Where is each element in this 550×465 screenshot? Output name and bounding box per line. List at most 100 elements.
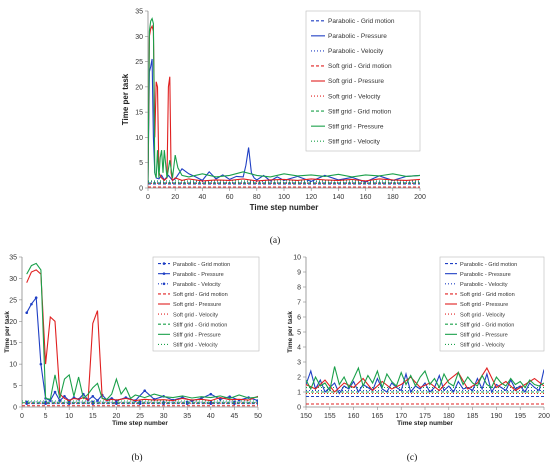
series-point-1 <box>30 302 33 306</box>
legend-label-1: Parabolic - Pressure <box>173 272 224 278</box>
y-tick-label: 30 <box>135 34 143 41</box>
x-tick-label: 200 <box>414 194 426 201</box>
x-tick-label: 160 <box>348 413 360 420</box>
y-axis-label: Time per task <box>4 311 11 353</box>
legend-label-7: Stiff grid - Pressure <box>173 333 221 339</box>
legend: Parabolic - Grid motion Parabolic - Press… <box>152 256 260 352</box>
series-point-1 <box>49 399 52 402</box>
y-tick-label: 3 <box>297 360 301 367</box>
legend-label-3: Soft grid - Grid motion <box>173 292 228 298</box>
series-point-1 <box>209 392 213 396</box>
series-group <box>306 366 544 405</box>
legend-label-4: Soft grid - Pressure <box>460 302 508 308</box>
legend-label-2: Parabolic - Velocity <box>328 48 384 55</box>
series-point-1 <box>58 399 62 402</box>
legend: Parabolic - Grid motion Parabolic - Press… <box>439 256 545 352</box>
y-tick-label: 5 <box>139 160 143 167</box>
x-tick-label: 120 <box>305 194 317 201</box>
series-point-1 <box>91 394 95 398</box>
y-tick-label: 7 <box>297 300 301 307</box>
legend-label-6: Stiff grid - Grid motion <box>460 322 514 328</box>
chart-panel-b: 0 5 10 15 20 25 30 35 0 5 10 15 20 25 30 35 40 45 50 Time s… <box>4 255 262 428</box>
series-group <box>148 17 420 188</box>
x-tick-label: 5 <box>44 413 48 420</box>
legend-label-8: Stiff grid - Velocity <box>460 343 505 349</box>
x-tick-label: 100 <box>278 194 290 201</box>
y-tick-label: 10 <box>135 135 143 142</box>
series-line-2 <box>148 181 420 183</box>
x-tick-label: 200 <box>538 413 550 420</box>
series-point-1 <box>25 311 29 315</box>
legend-marker-2 <box>162 282 166 286</box>
x-tick-label: 0 <box>146 194 150 201</box>
x-tick-label: 165 <box>372 413 384 420</box>
legend-box <box>152 256 260 352</box>
x-tick-label: 175 <box>419 413 431 420</box>
legend: Parabolic - Grid motion Parabolic - Press… <box>305 10 421 152</box>
x-tick-label: 195 <box>514 413 526 420</box>
y-tick-label: 2 <box>297 375 301 382</box>
legend-label-0: Parabolic - Grid motion <box>460 262 517 268</box>
legend-label-3: Soft grid - Grid motion <box>328 63 392 70</box>
legend-label-6: Stiff grid - Grid motion <box>173 322 227 328</box>
series-line-1 <box>306 369 544 395</box>
legend-box <box>439 256 545 352</box>
legend-label-7: Stiff grid - Pressure <box>328 123 384 130</box>
y-tick-label: 15 <box>135 110 143 117</box>
legend-label-3: Soft grid - Grid motion <box>460 292 515 298</box>
series-point-1 <box>34 296 38 300</box>
x-tick-label: 45 <box>231 413 239 420</box>
x-tick-label: 155 <box>324 413 336 420</box>
legend-label-7: Stiff grid - Pressure <box>460 333 508 339</box>
x-tick-label: 180 <box>387 194 399 201</box>
series-line-7 <box>26 262 258 400</box>
chart-panel-c: 0 1 2 3 4 5 6 7 8 9 10 150 155 160 165 170 175 180 185 190 1… <box>287 255 550 428</box>
y-tick-label: 5 <box>13 383 17 390</box>
y-tick-label: 0 <box>139 186 143 193</box>
series-point-1 <box>218 397 222 401</box>
series-point-1 <box>228 395 231 399</box>
x-tick-label: 80 <box>253 194 261 201</box>
y-tick-label: 30 <box>9 276 17 283</box>
legend-label-4: Soft grid - Pressure <box>328 78 384 85</box>
legend-label-0: Parabolic - Grid motion <box>328 18 395 25</box>
y-tick-label: 0 <box>297 405 301 412</box>
series-group <box>22 262 258 407</box>
y-tick-label: 15 <box>9 340 17 347</box>
y-tick-label: 6 <box>297 315 301 322</box>
x-tick-label: 20 <box>171 194 179 201</box>
x-tick-label: 10 <box>65 413 73 420</box>
legend-label-8: Stiff grid - Velocity <box>173 343 218 349</box>
series-point-1 <box>63 394 66 398</box>
legend-label-5: Soft grid - Velocity <box>460 312 505 318</box>
x-tick-label: 140 <box>333 194 345 201</box>
x-tick-label: 30 <box>160 413 168 420</box>
series-line-4 <box>306 366 544 393</box>
legend-label-5: Soft grid - Velocity <box>173 312 218 318</box>
y-tick-label: 20 <box>9 319 17 326</box>
x-tick-label: 160 <box>360 194 372 201</box>
series-point-1 <box>39 362 43 366</box>
legend-marker-1 <box>162 272 166 275</box>
legend-label-5: Soft grid - Velocity <box>328 93 381 100</box>
x-tick-label: 185 <box>467 413 479 420</box>
x-tick-label: 40 <box>199 194 207 201</box>
series-point-1 <box>53 390 57 394</box>
y-tick-label: 25 <box>9 297 17 304</box>
x-tick-label: 25 <box>136 413 144 420</box>
chart-panel-a: 0 5 10 15 20 25 30 35 0 20 40 60 80 100 120 140 160 180 20… <box>121 9 426 213</box>
caption-b: (b) <box>131 452 142 463</box>
y-tick-label: 9 <box>297 270 301 277</box>
legend-label-4: Soft grid - Pressure <box>173 302 221 308</box>
series-line-7 <box>148 17 420 181</box>
y-tick-label: 4 <box>297 345 301 352</box>
series-point-1 <box>96 399 99 402</box>
y-tick-label: 5 <box>297 330 301 337</box>
y-tick-label: 0 <box>13 405 17 412</box>
caption-c: (c) <box>407 452 418 463</box>
legend-label-8: Stiff grid - Velocity <box>328 138 381 145</box>
legend-label-6: Stiff grid - Grid motion <box>328 108 391 115</box>
x-tick-label: 190 <box>491 413 503 420</box>
x-tick-label: 0 <box>20 413 24 420</box>
